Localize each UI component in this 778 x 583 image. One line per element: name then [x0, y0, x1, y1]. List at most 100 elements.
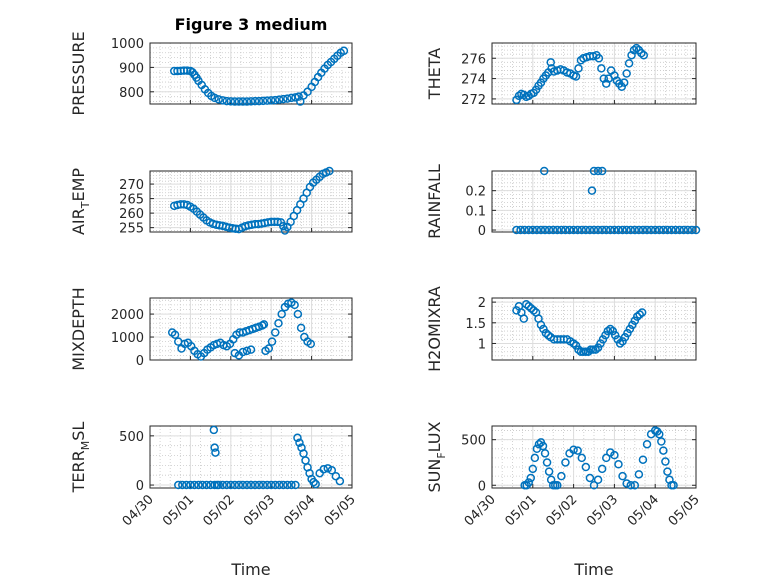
data-point — [190, 480, 199, 490]
data-point — [639, 50, 649, 60]
data-point — [557, 471, 566, 481]
data-point — [283, 480, 292, 490]
data-point — [573, 225, 582, 235]
y-axis-label: TERRMSL — [69, 422, 92, 494]
plot-frame — [149, 297, 353, 361]
data-point — [293, 309, 303, 319]
data-point — [295, 438, 304, 447]
data-point — [553, 481, 562, 490]
y-axis-label: MIXDEPTH — [69, 287, 88, 370]
data-point — [675, 225, 684, 235]
data-point — [540, 225, 550, 235]
data-point — [546, 58, 556, 67]
data-point — [569, 339, 578, 348]
data-point — [597, 166, 607, 176]
data-point — [661, 457, 670, 466]
x-axis-label-left: Time — [230, 560, 270, 579]
data-point — [264, 344, 274, 353]
data-point — [210, 93, 219, 103]
data-point — [593, 225, 603, 235]
data-point — [585, 473, 595, 483]
data-point — [593, 166, 603, 176]
y-axis-label: THETA — [425, 48, 444, 100]
data-point — [591, 345, 600, 354]
data-point — [613, 335, 622, 344]
data-point — [557, 225, 566, 235]
data-point — [327, 466, 337, 475]
data-point — [589, 481, 599, 490]
data-point — [303, 87, 312, 97]
data-point — [687, 225, 697, 235]
data-point — [266, 480, 276, 490]
data-point — [182, 66, 192, 75]
data-point — [544, 225, 554, 235]
data-point — [679, 225, 689, 235]
data-point — [586, 345, 595, 354]
data-point — [544, 330, 553, 340]
data-point — [646, 225, 656, 235]
y-tick-label: 900 — [119, 61, 144, 76]
data-point — [238, 480, 248, 490]
plot-frame — [491, 297, 697, 361]
data-point — [573, 446, 582, 455]
data-point — [579, 347, 588, 356]
subplot-5: 0 1000 2000 MIXDEPTH — [69, 287, 353, 371]
data-point — [530, 453, 540, 463]
y-tick-label: 0.1 — [465, 204, 486, 219]
data-point — [222, 480, 232, 490]
x-tick-label: 05/05 — [322, 492, 359, 529]
data-point — [619, 78, 629, 87]
data-point — [540, 449, 550, 458]
y-tick-label: 2000 — [111, 308, 144, 323]
data-point — [210, 480, 219, 490]
data-point — [287, 480, 296, 490]
y-tick-label: 260 — [119, 207, 144, 222]
subplot-7: 0 500 04/30 05/01 05/02 05/03 05/04 05/05 TERRMS… — [69, 422, 359, 530]
data-point — [218, 96, 227, 105]
data-point — [618, 225, 627, 235]
data-point — [630, 225, 640, 235]
data-point — [626, 481, 635, 490]
data-point — [626, 225, 635, 235]
data-point — [588, 345, 598, 354]
data-point — [246, 345, 256, 354]
data-point — [561, 458, 570, 467]
data-point — [254, 480, 264, 490]
data-point — [667, 225, 676, 235]
data-point — [254, 96, 264, 106]
data-point — [584, 347, 593, 356]
data-point — [238, 347, 248, 357]
data-point — [638, 455, 648, 464]
data-point — [638, 225, 648, 235]
y-axis-label: AIRTEMP — [69, 168, 92, 235]
data-point — [565, 225, 574, 235]
data-point — [642, 225, 652, 235]
data-point — [212, 480, 222, 490]
data-point — [209, 425, 219, 435]
data-point — [306, 339, 316, 349]
data-point — [538, 441, 548, 451]
data-point — [524, 225, 533, 235]
subplot-8: 0 500 04/30 05/01 05/02 05/03 05/04 05/05 SUNFLU… — [425, 421, 703, 529]
data-point — [174, 480, 183, 490]
data-point — [597, 464, 607, 474]
data-point — [561, 225, 570, 235]
data-point — [615, 339, 625, 348]
data-point — [622, 69, 631, 78]
data-point — [569, 445, 578, 454]
data-point — [198, 480, 207, 490]
data-point — [635, 310, 644, 319]
y-tick-label: 500 — [461, 434, 486, 449]
data-point — [230, 480, 240, 490]
data-point — [642, 439, 652, 449]
data-point — [293, 433, 302, 443]
data-point — [606, 324, 615, 334]
x-tick-label: 05/04 — [281, 492, 318, 529]
x-tick-label: 04/30 — [120, 492, 157, 529]
data-point — [250, 96, 260, 106]
data-point — [603, 326, 613, 336]
x-axis-label-right: Time — [573, 560, 613, 579]
y-tick-label: 0 — [136, 479, 144, 494]
